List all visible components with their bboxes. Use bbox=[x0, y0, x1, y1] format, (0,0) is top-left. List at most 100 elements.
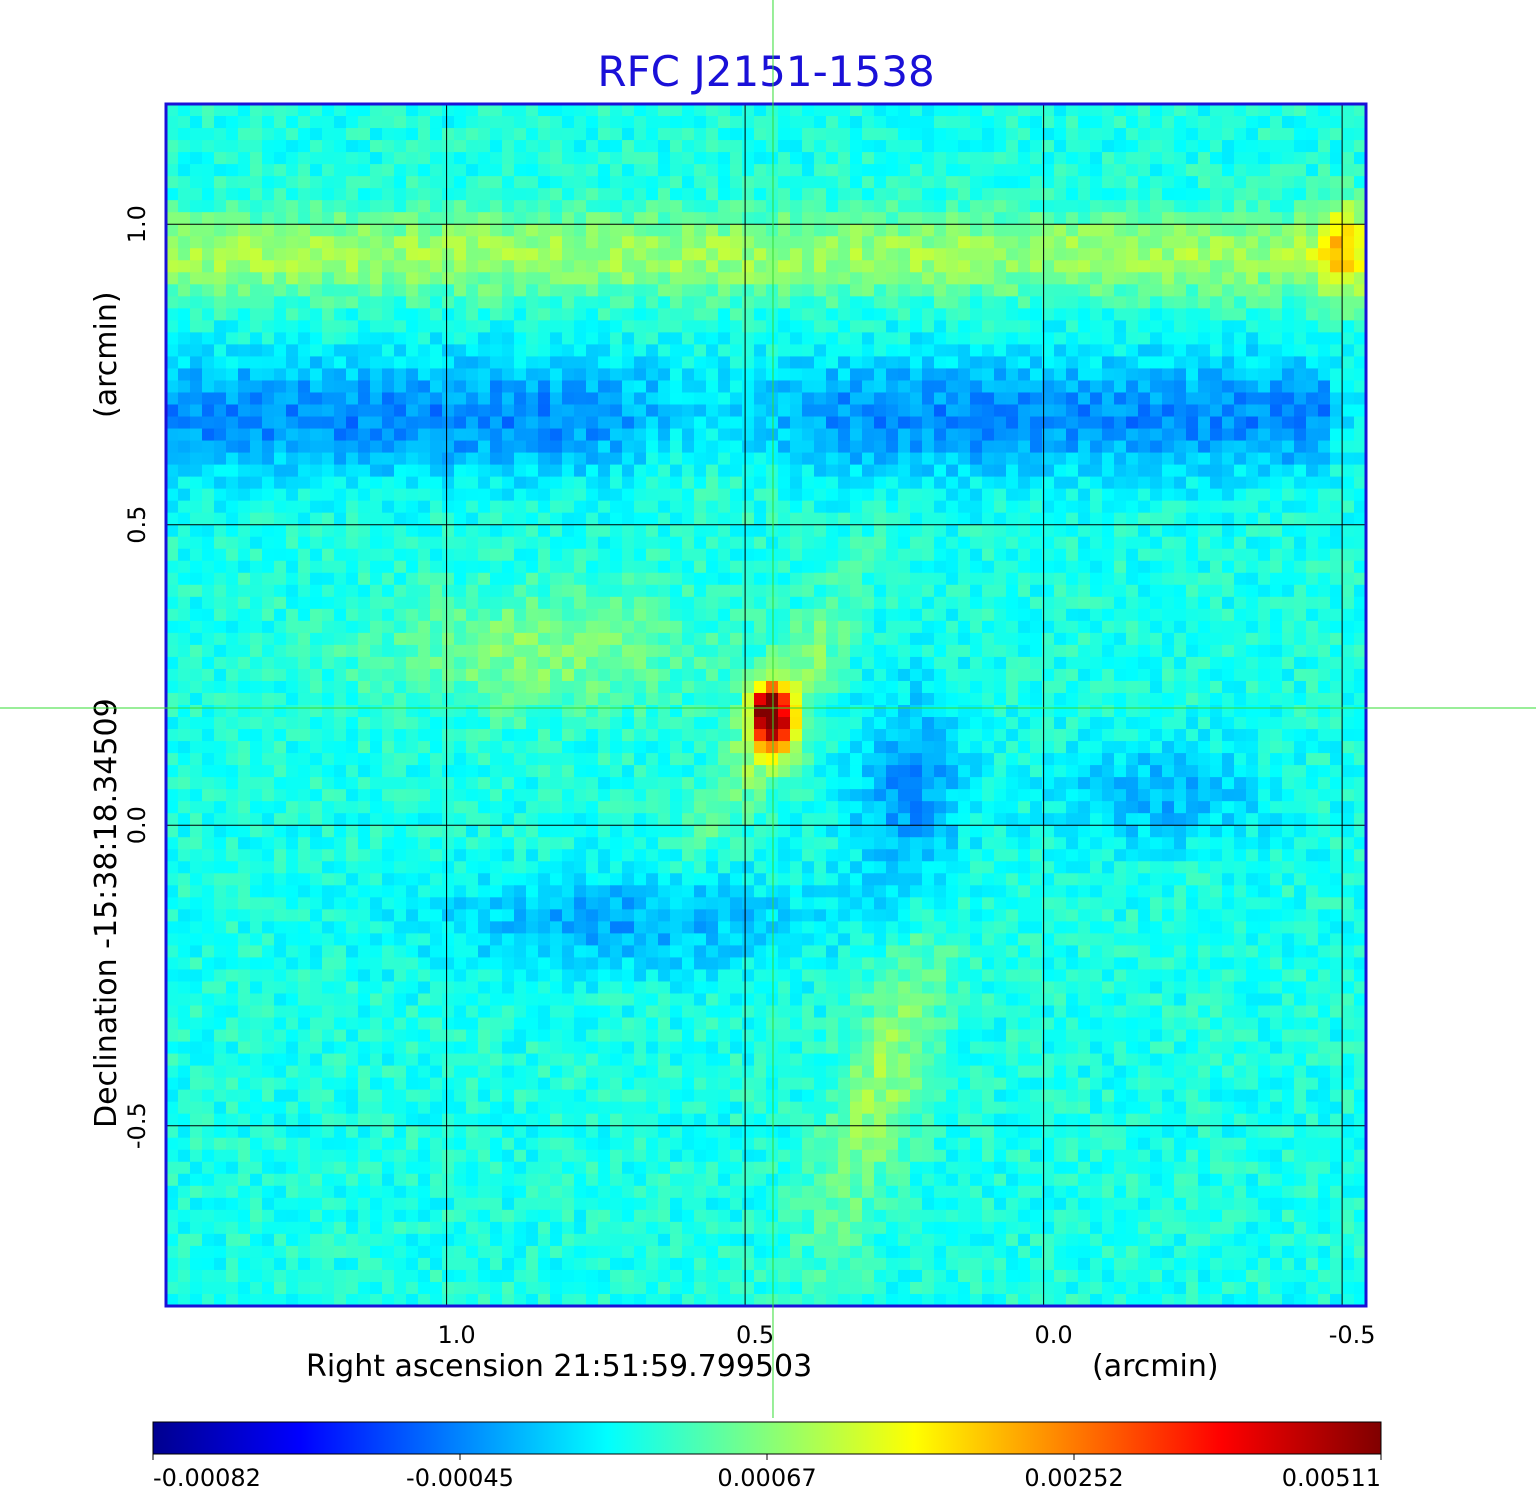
heatmap-cell bbox=[250, 644, 263, 658]
heatmap-cell bbox=[1330, 488, 1343, 502]
heatmap-cell bbox=[646, 212, 659, 225]
heatmap-cell bbox=[538, 548, 551, 562]
heatmap-cell bbox=[622, 632, 635, 646]
heatmap-cell bbox=[1294, 500, 1307, 514]
heatmap-cell bbox=[1342, 248, 1355, 261]
heatmap-cell bbox=[310, 548, 323, 562]
heatmap-cell bbox=[862, 440, 875, 454]
heatmap-cell bbox=[886, 320, 899, 333]
heatmap-cell bbox=[1234, 500, 1247, 514]
heatmap-cell bbox=[970, 668, 983, 682]
heatmap-cell bbox=[346, 656, 359, 670]
heatmap-cell bbox=[1018, 548, 1031, 562]
heatmap-cell bbox=[802, 116, 815, 129]
heatmap-cell bbox=[1306, 380, 1319, 394]
heatmap-cell bbox=[514, 572, 527, 586]
heatmap-cell bbox=[490, 656, 503, 670]
heatmap-cell bbox=[1198, 428, 1211, 442]
heatmap-cell bbox=[1090, 296, 1103, 309]
heatmap-cell bbox=[1306, 428, 1319, 442]
heatmap-cell bbox=[730, 572, 743, 586]
heatmap-cell bbox=[346, 596, 359, 610]
heatmap-cell bbox=[898, 344, 911, 358]
heatmap-cell bbox=[166, 344, 179, 358]
heatmap-cell bbox=[406, 632, 419, 646]
heatmap-cell bbox=[838, 476, 851, 490]
heatmap-cell bbox=[574, 152, 587, 165]
heatmap-cell bbox=[574, 608, 587, 622]
heatmap-cell bbox=[1102, 140, 1115, 153]
heatmap-cell bbox=[370, 236, 383, 249]
heatmap-cell bbox=[1030, 320, 1043, 333]
heatmap-cell bbox=[994, 596, 1007, 610]
heatmap-cell bbox=[202, 368, 215, 382]
heatmap-cell bbox=[334, 404, 347, 418]
heatmap-cell bbox=[202, 272, 215, 285]
heatmap-cell bbox=[970, 572, 983, 586]
heatmap-cell bbox=[322, 260, 335, 273]
heatmap-cell bbox=[694, 524, 707, 538]
heatmap-cell bbox=[1066, 476, 1079, 490]
heatmap-cell bbox=[1006, 596, 1019, 610]
heatmap-cell bbox=[610, 176, 623, 189]
heatmap-cell bbox=[1294, 176, 1307, 189]
heatmap-cell bbox=[862, 644, 875, 658]
heatmap-cell bbox=[1162, 452, 1175, 466]
heatmap-cell bbox=[598, 248, 611, 261]
heatmap-cell bbox=[526, 140, 539, 153]
heatmap-cell bbox=[946, 260, 959, 273]
heatmap-cell bbox=[1066, 308, 1079, 321]
heatmap-cell bbox=[670, 464, 683, 478]
heatmap-cell bbox=[262, 596, 275, 610]
heatmap-cell bbox=[1234, 260, 1247, 273]
heatmap-cell bbox=[670, 224, 683, 237]
heatmap-cell bbox=[178, 128, 191, 141]
heatmap-cell bbox=[874, 212, 887, 225]
heatmap-cell bbox=[322, 284, 335, 297]
heatmap-cell bbox=[970, 140, 983, 153]
heatmap-cell bbox=[370, 656, 383, 670]
heatmap-cell bbox=[502, 596, 515, 610]
heatmap-cell bbox=[814, 308, 827, 321]
heatmap-cell bbox=[634, 452, 647, 466]
heatmap-cell bbox=[622, 428, 635, 442]
heatmap-cell bbox=[958, 116, 971, 129]
heatmap-cell bbox=[1186, 188, 1199, 201]
heatmap-cell bbox=[598, 236, 611, 249]
heatmap-cell bbox=[1102, 656, 1115, 670]
heatmap-cell bbox=[1030, 284, 1043, 297]
heatmap-cell bbox=[970, 524, 983, 538]
heatmap-cell bbox=[1090, 368, 1103, 382]
heatmap-cell bbox=[358, 536, 371, 550]
heatmap-cell bbox=[934, 548, 947, 562]
heatmap-cell bbox=[850, 452, 863, 466]
heatmap-cell bbox=[1126, 308, 1139, 321]
heatmap-cell bbox=[226, 260, 239, 273]
heatmap-cell bbox=[574, 668, 587, 682]
heatmap-cell bbox=[562, 524, 575, 538]
heatmap-cell bbox=[874, 488, 887, 502]
heatmap-cell bbox=[562, 632, 575, 646]
heatmap-cell bbox=[730, 368, 743, 382]
heatmap-cell bbox=[646, 668, 659, 682]
heatmap-cell bbox=[442, 332, 455, 345]
heatmap-cell bbox=[478, 356, 491, 370]
heatmap-cell bbox=[1354, 380, 1366, 394]
heatmap-cell bbox=[754, 308, 767, 321]
heatmap-cell bbox=[946, 440, 959, 454]
heatmap-cell bbox=[562, 464, 575, 478]
heatmap-cell bbox=[382, 200, 395, 213]
heatmap-cell bbox=[1306, 212, 1319, 225]
heatmap-cell bbox=[586, 248, 599, 261]
heatmap-cell bbox=[178, 344, 191, 358]
heatmap-cell bbox=[1018, 584, 1031, 598]
heatmap-cell bbox=[862, 140, 875, 153]
heatmap-cell bbox=[886, 548, 899, 562]
heatmap-cell bbox=[1174, 248, 1187, 261]
heatmap-cell bbox=[1258, 452, 1271, 466]
heatmap-cell bbox=[634, 164, 647, 177]
heatmap-cell bbox=[334, 368, 347, 382]
heatmap-cell bbox=[526, 656, 539, 670]
heatmap-cell bbox=[946, 308, 959, 321]
heatmap-cell bbox=[190, 248, 203, 261]
